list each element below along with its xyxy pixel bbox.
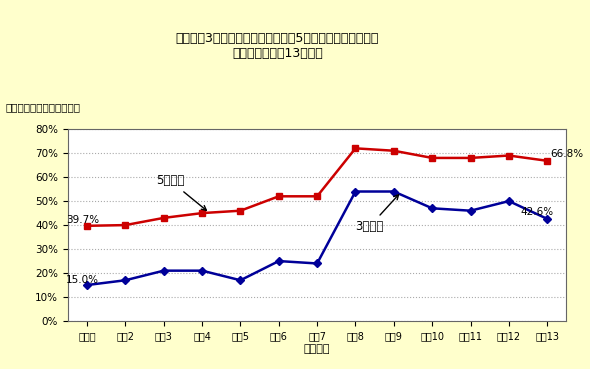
X-axis label: （年度）: （年度） — [304, 344, 330, 354]
Text: 3年以内: 3年以内 — [355, 195, 399, 233]
Text: 受験期間3年以内の合格者の比率と5年以内の合格者の比率
（平成元年度〜13年度）: 受験期間3年以内の合格者の比率と5年以内の合格者の比率 （平成元年度〜13年度） — [176, 32, 379, 60]
Text: 66.8%: 66.8% — [550, 149, 584, 159]
Text: 15.0%: 15.0% — [66, 275, 99, 284]
Text: （全合格者に対する比率）: （全合格者に対する比率） — [6, 103, 81, 113]
Text: 39.7%: 39.7% — [66, 215, 99, 225]
Text: 5年以内: 5年以内 — [156, 174, 206, 210]
Text: 42.6%: 42.6% — [520, 207, 553, 217]
